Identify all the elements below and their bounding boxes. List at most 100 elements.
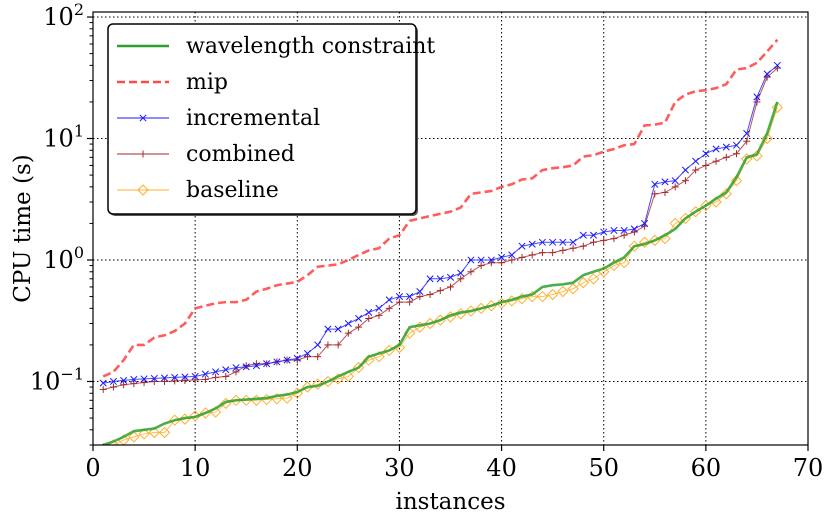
data-point-incremental [589, 231, 598, 239]
data-point-combined [222, 372, 230, 380]
data-point-incremental [365, 308, 373, 317]
legend-label-mip: mip [186, 70, 228, 95]
data-point-incremental [406, 293, 414, 301]
data-point-baseline [771, 101, 784, 114]
data-point-incremental [355, 314, 363, 323]
legend-item-wavelength-constraint: wavelength constraint [117, 34, 435, 59]
data-point-incremental [201, 370, 209, 378]
data-point-incremental [630, 225, 638, 233]
data-point-incremental [477, 256, 485, 264]
data-point-combined [406, 298, 414, 306]
data-point-combined [355, 323, 363, 331]
data-point-incremental [130, 375, 138, 383]
data-point-combined [538, 249, 546, 257]
data-point-combined [600, 236, 608, 244]
data-point-incremental [661, 178, 669, 186]
data-point-incremental [508, 251, 516, 259]
data-point-incremental [395, 293, 403, 301]
data-point-combined [314, 353, 322, 361]
data-point-combined [722, 153, 730, 161]
data-point-incremental [692, 157, 700, 165]
data-point-incremental [385, 296, 393, 304]
data-point-combined [579, 242, 587, 250]
data-point-incremental [303, 349, 312, 358]
data-point-incremental [610, 226, 618, 235]
data-point-incremental [671, 177, 679, 185]
legend-box [107, 23, 417, 215]
data-point-combined [528, 251, 536, 259]
y-axis-label: CPU time (s) [10, 154, 36, 302]
data-point-baseline [618, 256, 630, 269]
data-point-baseline [546, 288, 559, 301]
data-point-combined [365, 314, 373, 322]
data-point-combined [181, 376, 189, 384]
data-point-baseline [761, 132, 773, 145]
data-point-combined [395, 298, 403, 306]
data-point-incremental [702, 150, 710, 158]
legend-label-incremental: incremental [186, 106, 320, 131]
data-point-combined [324, 341, 332, 349]
series-combined [99, 64, 781, 393]
data-point-combined [590, 238, 597, 246]
data-point-combined [344, 329, 352, 337]
data-point-incremental [732, 141, 741, 149]
data-point-combined [304, 353, 311, 361]
data-point-incremental [426, 275, 434, 283]
legend-item-baseline: baseline [117, 178, 279, 203]
data-point-combined [610, 235, 618, 243]
x-tick-label: 40 [486, 454, 517, 482]
data-point-baseline [312, 378, 324, 390]
data-point-combined [712, 157, 720, 165]
legend-label-combined: combined [186, 142, 295, 167]
legend: wavelength constraint mip incremental combi… [107, 23, 435, 216]
data-point-incremental [222, 366, 230, 374]
data-point-combined [385, 304, 393, 312]
data-point-baseline [567, 283, 579, 295]
legend-item-combined: combined [117, 142, 295, 167]
data-point-incremental [242, 363, 250, 371]
data-point-incremental [191, 372, 199, 381]
x-tick-label: 60 [691, 454, 722, 482]
legend-marker-baseline [137, 184, 149, 196]
data-point-baseline [536, 290, 549, 303]
data-point-incremental [293, 354, 301, 362]
data-point-incremental [120, 376, 128, 384]
data-point-incremental [538, 238, 546, 246]
data-point-combined [457, 275, 465, 283]
data-point-incremental [140, 375, 148, 383]
data-point-combined [569, 244, 577, 252]
y-tick-label: 10−1 [30, 364, 84, 395]
data-point-combined [161, 377, 168, 385]
data-point-combined [498, 259, 506, 267]
data-point-incremental [753, 93, 761, 101]
data-point-incremental [150, 374, 158, 382]
data-point-combined [549, 249, 557, 257]
data-point-incremental [171, 373, 179, 381]
axis-ticks: 0 10 20 30 40 50 60 70 10−1 100 101 102 [30, 0, 823, 482]
data-point-incremental [263, 360, 271, 368]
data-point-incremental [416, 287, 424, 296]
data-point-combined [447, 283, 454, 291]
data-point-combined [171, 377, 179, 385]
data-point-combined [743, 137, 751, 145]
data-point-incremental [579, 231, 587, 239]
legend-marker-incremental [139, 114, 147, 122]
legend-label-baseline: baseline [186, 178, 279, 203]
series-layer [99, 38, 784, 445]
data-point-incremental [681, 166, 689, 174]
data-point-combined [375, 311, 383, 319]
legend-item-mip: mip [117, 70, 228, 95]
series-line-mip [102, 38, 779, 378]
data-point-incremental [600, 228, 608, 236]
data-point-incremental [549, 238, 557, 246]
data-point-baseline [352, 361, 365, 374]
data-point-combined [99, 385, 107, 393]
data-point-combined [109, 383, 117, 391]
data-point-baseline [557, 285, 569, 298]
data-point-combined [140, 379, 148, 387]
data-point-incremental [773, 61, 781, 69]
data-point-incremental [569, 238, 577, 246]
legend-marker-combined [139, 150, 147, 158]
data-point-incremental [324, 325, 332, 333]
